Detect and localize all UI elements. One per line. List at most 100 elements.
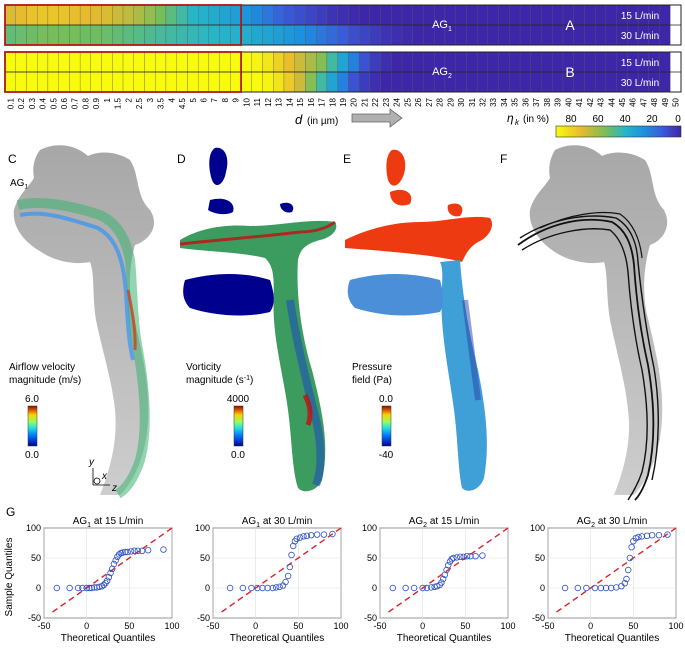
heatmap-cell [101,4,113,26]
heatmap-cell [47,24,59,46]
qq-point [423,584,431,592]
heatmap-cell [101,71,113,93]
heatmap-cell [412,51,424,73]
panel-c-label-sub: magnitude (m/s) [9,375,81,386]
streamlines-c-blue [19,211,135,361]
qq-point [254,584,261,592]
qq-point [583,584,590,592]
heatmap-cell [455,51,467,73]
heatmap-cell [26,51,38,73]
heatmap-cell [197,4,210,26]
heatmap-cell [455,4,467,26]
qq-xlabel: Theoretical Quantiles [565,633,660,644]
heatmap-cell [380,4,392,26]
heatmap-cell [294,4,306,26]
heatmap-cell [348,71,360,93]
pressure-patch-top [386,149,406,186]
heatmap-cell [509,71,521,93]
qq-point [74,584,82,592]
qq-point [635,533,642,541]
heatmap-cell [251,71,263,93]
heatmap-cell [595,4,607,26]
d-tick-label: 50 [672,97,681,106]
panel-c-scale-min: 0.0 [25,450,39,461]
heatmap-cell [262,24,274,46]
heatmap-cell [573,51,585,73]
qq-plot: -50-50 0 0 50 50 100 100 AG2 at 30 L/min Theoret… [530,516,684,644]
trajectory-3 [521,228,648,501]
heatmap-cell [659,24,671,46]
heatmap-cell [326,51,338,73]
flow-rate-label: 30 L/min [621,78,659,89]
qq-ytick: -50 [197,613,210,623]
heatmap-cell [37,71,49,93]
qq-point [110,560,118,568]
heatmap-cell [316,71,328,93]
panel-c: C AG1 Airflow velocity magnitude (m/s) 6… [8,145,155,499]
qq-ytick: 0 [372,583,377,593]
vorticity-lower-patch [183,274,274,316]
qq-xtick: 100 [164,621,179,631]
heatmap-cell [112,24,124,46]
heatmap-cell [187,24,199,46]
panel-c-scale-max: 6.0 [25,394,39,405]
heatmap-cell [584,51,596,73]
qq-point [303,532,311,539]
pressure-min-core [462,299,481,401]
heatmap-cell [358,4,370,26]
d-tick-label: 0.5 [49,97,58,109]
qq-reference-line [556,527,677,613]
panel-d: D Vorticity magnitude (s-1) 4000 0.0 [177,147,337,492]
d-tick-label: 46 [629,97,638,106]
colorbar-tick-40: 40 [619,114,631,125]
panel-c-label-title: Airflow velocity [9,362,75,373]
qq-point [472,553,479,560]
d-tick-label: 4.5 [178,97,187,109]
qq-point [121,548,129,556]
qq-point [643,532,651,539]
panel-e-scale-max: 0.0 [379,394,393,405]
heatmap-cell [605,71,617,93]
vorticity-low-core [286,299,325,487]
d-tick-label: 3.5 [157,97,166,109]
qq-point [574,584,582,592]
heatmap-cell [595,71,607,93]
panel-e-label-sub: field (Pa) [352,375,392,386]
heatmap-cell [176,51,188,73]
qq-ytick: 0 [36,583,41,593]
vorticity-patch-top [209,147,228,186]
qq-xtick: 50 [293,621,303,631]
vorticity-hotspot [302,393,313,426]
heatmap-cell [358,71,370,93]
heatmap-cell [412,4,424,26]
qq-point [561,584,569,592]
heatmap-cell [305,4,317,26]
d-tick-labels: 0.1 0.2 0.3 0.4 0.5 0.6 0.7 0.8 0.9 1 1.5 2 2.5 3 3.5 4… [6,97,680,109]
heatmap-cell [79,24,91,46]
qq-point [607,584,615,592]
qq-point [88,584,95,592]
heatmap-cell [230,24,242,46]
heatmap-cell [530,4,542,26]
colorbar-tick-80: 80 [565,114,577,125]
heatmap-cell [197,24,210,46]
d-tick-label: 35 [511,97,520,106]
d-tick-label: 12 [264,97,273,106]
panel-d-colorscale [233,405,244,447]
d-tick-label: 25 [403,97,412,106]
panel-d-label-sub: magnitude (s-1) [186,375,253,386]
colorbar-tick-20: 20 [646,114,658,125]
d-tick-label: 48 [650,97,659,106]
qq-title: AG1 at 15 L/min [73,516,144,529]
heatmap-cell [337,51,349,73]
d-tick-label: 44 [607,97,616,106]
heatmap-cell [15,4,27,26]
qq-point [276,583,283,590]
heatmap-cell [165,51,177,73]
heatmap-cell [262,51,274,73]
heatmap-cell [37,24,49,46]
qq-point [329,530,336,538]
heatmap-cell [316,24,328,46]
d-tick-label: 21 [360,97,369,106]
d-tick-label: 0.2 [17,97,26,109]
